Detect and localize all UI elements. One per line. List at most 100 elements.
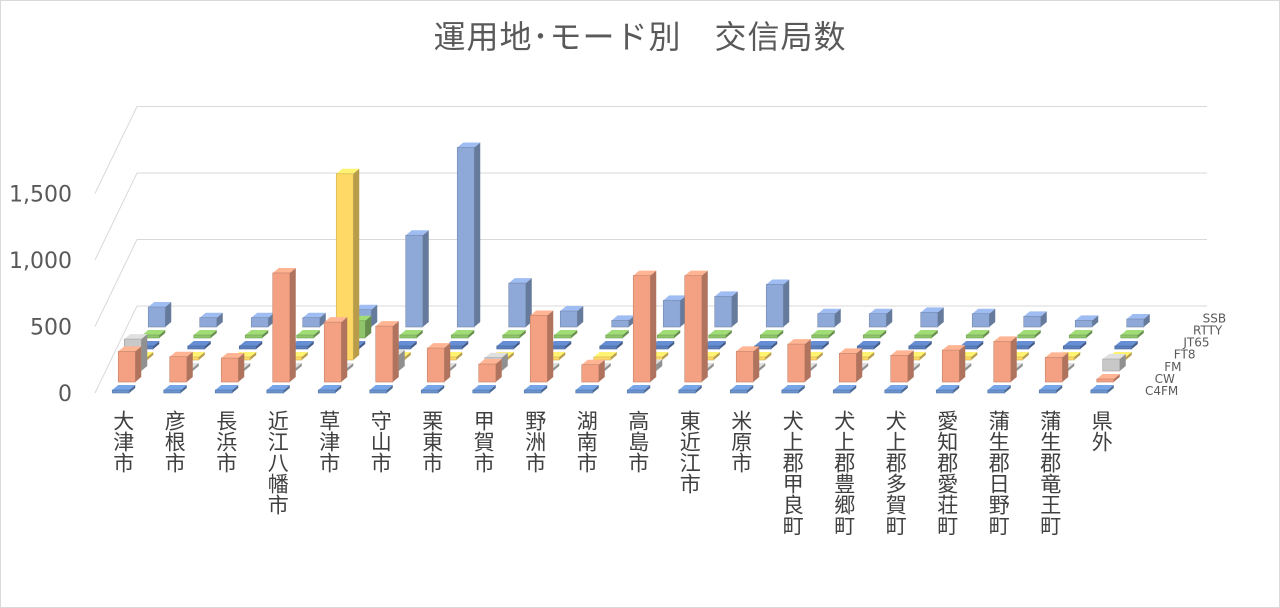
bar (702, 341, 726, 350)
bar (117, 346, 142, 383)
bar-front (529, 315, 548, 383)
bar (735, 346, 760, 383)
y-tick-label: 0 (58, 382, 72, 407)
bar-top (393, 341, 417, 346)
bar (472, 385, 496, 394)
bar (708, 330, 732, 339)
bar (920, 307, 944, 328)
bar-top (1096, 374, 1120, 379)
bar (250, 312, 275, 328)
bar (508, 278, 532, 328)
bar-side (880, 330, 887, 338)
bar-side (592, 385, 599, 393)
bar-front (1096, 378, 1115, 383)
bar-front (302, 317, 321, 328)
bar-side (525, 278, 532, 327)
bar-side (135, 346, 142, 382)
bar-side (725, 330, 732, 338)
bar-side (422, 230, 429, 327)
bar (529, 310, 554, 383)
bar-top (290, 341, 314, 346)
bars (111, 142, 1150, 394)
bar (941, 345, 966, 383)
bar (559, 306, 584, 328)
bar (302, 312, 326, 328)
bar-side (347, 363, 354, 371)
bar (272, 267, 296, 383)
bar-top (884, 385, 908, 390)
bar-side (365, 315, 372, 338)
bar-front (244, 334, 263, 339)
bar-side (719, 341, 726, 349)
bar-side (204, 341, 211, 349)
bar-top (839, 348, 863, 354)
bar-top (457, 142, 481, 148)
bar-top (920, 307, 944, 313)
bar (1062, 341, 1087, 350)
bar-side (656, 359, 663, 371)
bar-side (313, 330, 320, 338)
bar-top (869, 308, 893, 314)
bar-top (817, 308, 841, 314)
bar-side (937, 307, 944, 327)
bar-front (729, 389, 748, 394)
bar-top (478, 359, 502, 365)
bar-side (1074, 352, 1081, 360)
bar-side (541, 385, 548, 393)
bar-side (216, 312, 223, 327)
bar-top (760, 330, 784, 335)
bar-front (169, 356, 188, 383)
bar-front (399, 334, 418, 339)
bar-front (220, 357, 239, 383)
bar-side (783, 279, 790, 327)
bar-front (323, 321, 342, 383)
bar-top (908, 341, 932, 346)
bar (811, 330, 835, 339)
bar-side (1016, 363, 1023, 371)
y-axis: 0 500 1,000 1,500 (9, 183, 72, 408)
bar-side (462, 341, 469, 349)
bar-top (1017, 330, 1041, 335)
bar-top (554, 330, 578, 335)
bar (523, 385, 548, 394)
bar-top (163, 385, 187, 390)
bar-top (605, 330, 629, 335)
bar-top (593, 352, 617, 357)
bar (993, 336, 1017, 383)
bar (147, 302, 172, 328)
bar-front (1068, 334, 1087, 339)
bar-front (914, 334, 933, 339)
bar-top (118, 346, 142, 352)
bar (965, 330, 990, 339)
bar-front (1062, 345, 1081, 350)
bar (1023, 311, 1047, 328)
bar-side (989, 308, 996, 327)
x-tick-label: 彦根市 (162, 410, 186, 473)
bar-front (272, 272, 291, 383)
bar-side (147, 352, 154, 360)
bar-front (375, 325, 394, 383)
bar-side (965, 363, 972, 371)
bar-side (404, 352, 411, 360)
bar (632, 270, 657, 383)
bar-top (336, 168, 360, 174)
bar-front (420, 389, 439, 394)
bar (862, 330, 887, 339)
bar-top (781, 385, 805, 390)
bar-side (283, 385, 290, 393)
bar-front (862, 334, 881, 339)
bar (575, 385, 599, 394)
bar-top (530, 310, 554, 316)
bar (593, 352, 617, 361)
bar-side (244, 363, 251, 371)
bar-front (111, 389, 130, 394)
bar (605, 330, 629, 339)
bar-top (611, 315, 635, 321)
bar (914, 330, 938, 339)
series-label: RTTY (1193, 324, 1223, 338)
bar-top (245, 330, 269, 335)
bar (244, 330, 269, 339)
bar-front (1120, 334, 1139, 339)
bar-side (977, 341, 984, 349)
